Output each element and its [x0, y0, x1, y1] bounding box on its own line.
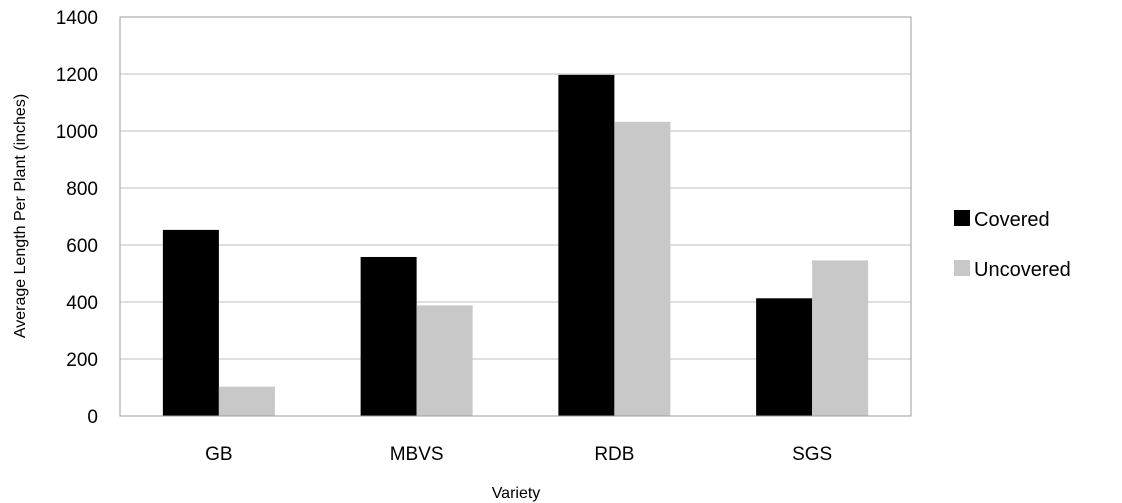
y-axis-title: Average Length Per Plant (inches): [12, 94, 29, 338]
legend: Covered Uncovered: [954, 209, 1071, 281]
x-tick-label: GB: [205, 444, 232, 465]
y-tick-labels: 0 200 400 600 800 1000 1200 1400: [56, 8, 98, 428]
legend-swatch-uncovered: [954, 260, 970, 276]
plot-area-border: [119, 16, 912, 417]
bar-covered-gb: [162, 229, 219, 416]
y-tick-label: 1400: [56, 8, 98, 29]
y-tick-label: 800: [66, 179, 98, 200]
y-tick-label: 600: [66, 236, 98, 257]
bar-uncovered-gb: [218, 386, 275, 416]
y-tick-label: 400: [66, 293, 98, 314]
bar-covered-rdb: [558, 74, 615, 416]
y-tick-label: 200: [66, 350, 98, 371]
bar-covered-mbvs: [360, 256, 417, 416]
bars: [162, 74, 869, 416]
bar-covered-sgs: [756, 298, 813, 416]
y-tick-label: 1200: [56, 65, 98, 86]
legend-label-covered: Covered: [974, 209, 1050, 231]
bar-uncovered-rdb: [614, 121, 671, 416]
x-tick-label: SGS: [792, 444, 832, 465]
x-tick-labels: GB MBVS RDB SGS: [205, 444, 832, 465]
bar-uncovered-sgs: [812, 260, 869, 416]
bar-uncovered-mbvs: [416, 305, 473, 416]
x-tick-label: MBVS: [390, 444, 444, 465]
x-tick-label: RDB: [594, 444, 634, 465]
legend-label-uncovered: Uncovered: [974, 259, 1071, 281]
y-tick-label: 1000: [56, 122, 98, 143]
y-tick-label: 0: [87, 407, 98, 428]
x-axis-title: Variety: [492, 485, 541, 502]
legend-swatch-covered: [954, 210, 970, 226]
axes: [119, 16, 912, 417]
